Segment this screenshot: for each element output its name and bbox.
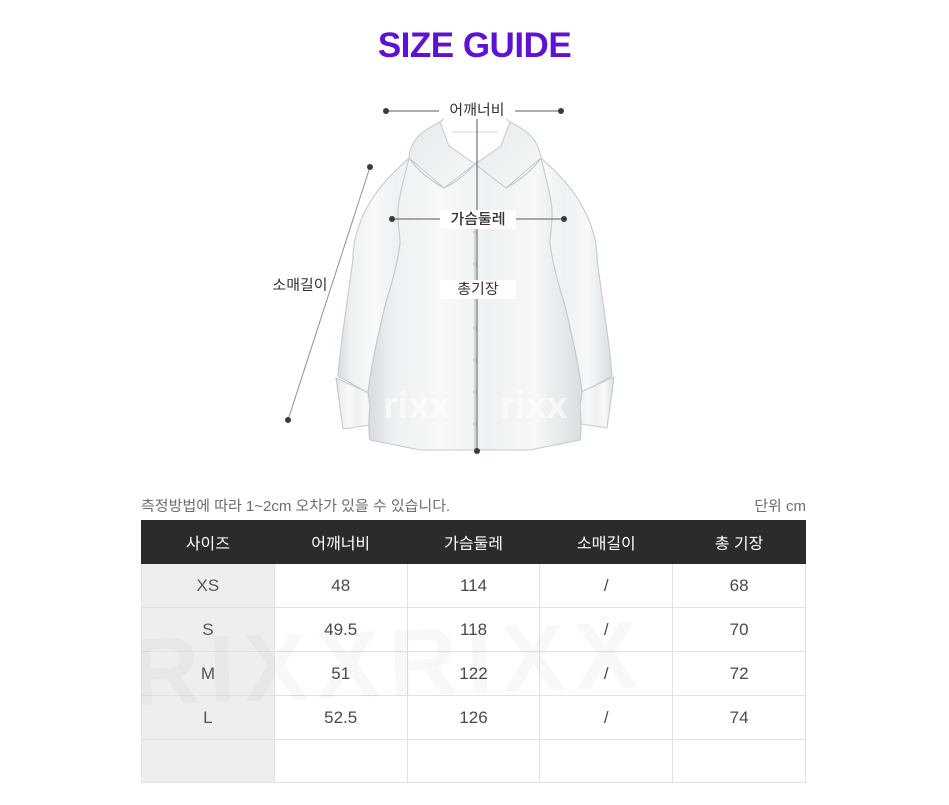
svg-text:rixx: rixx xyxy=(500,385,568,427)
svg-text:가슴둘레: 가슴둘레 xyxy=(450,208,505,229)
svg-text:소매길이: 소매길이 xyxy=(272,274,327,295)
svg-text:rixx: rixx xyxy=(383,385,451,427)
svg-text:총기장: 총기장 xyxy=(457,278,499,299)
svg-text:어깨너비: 어깨너비 xyxy=(449,99,504,120)
